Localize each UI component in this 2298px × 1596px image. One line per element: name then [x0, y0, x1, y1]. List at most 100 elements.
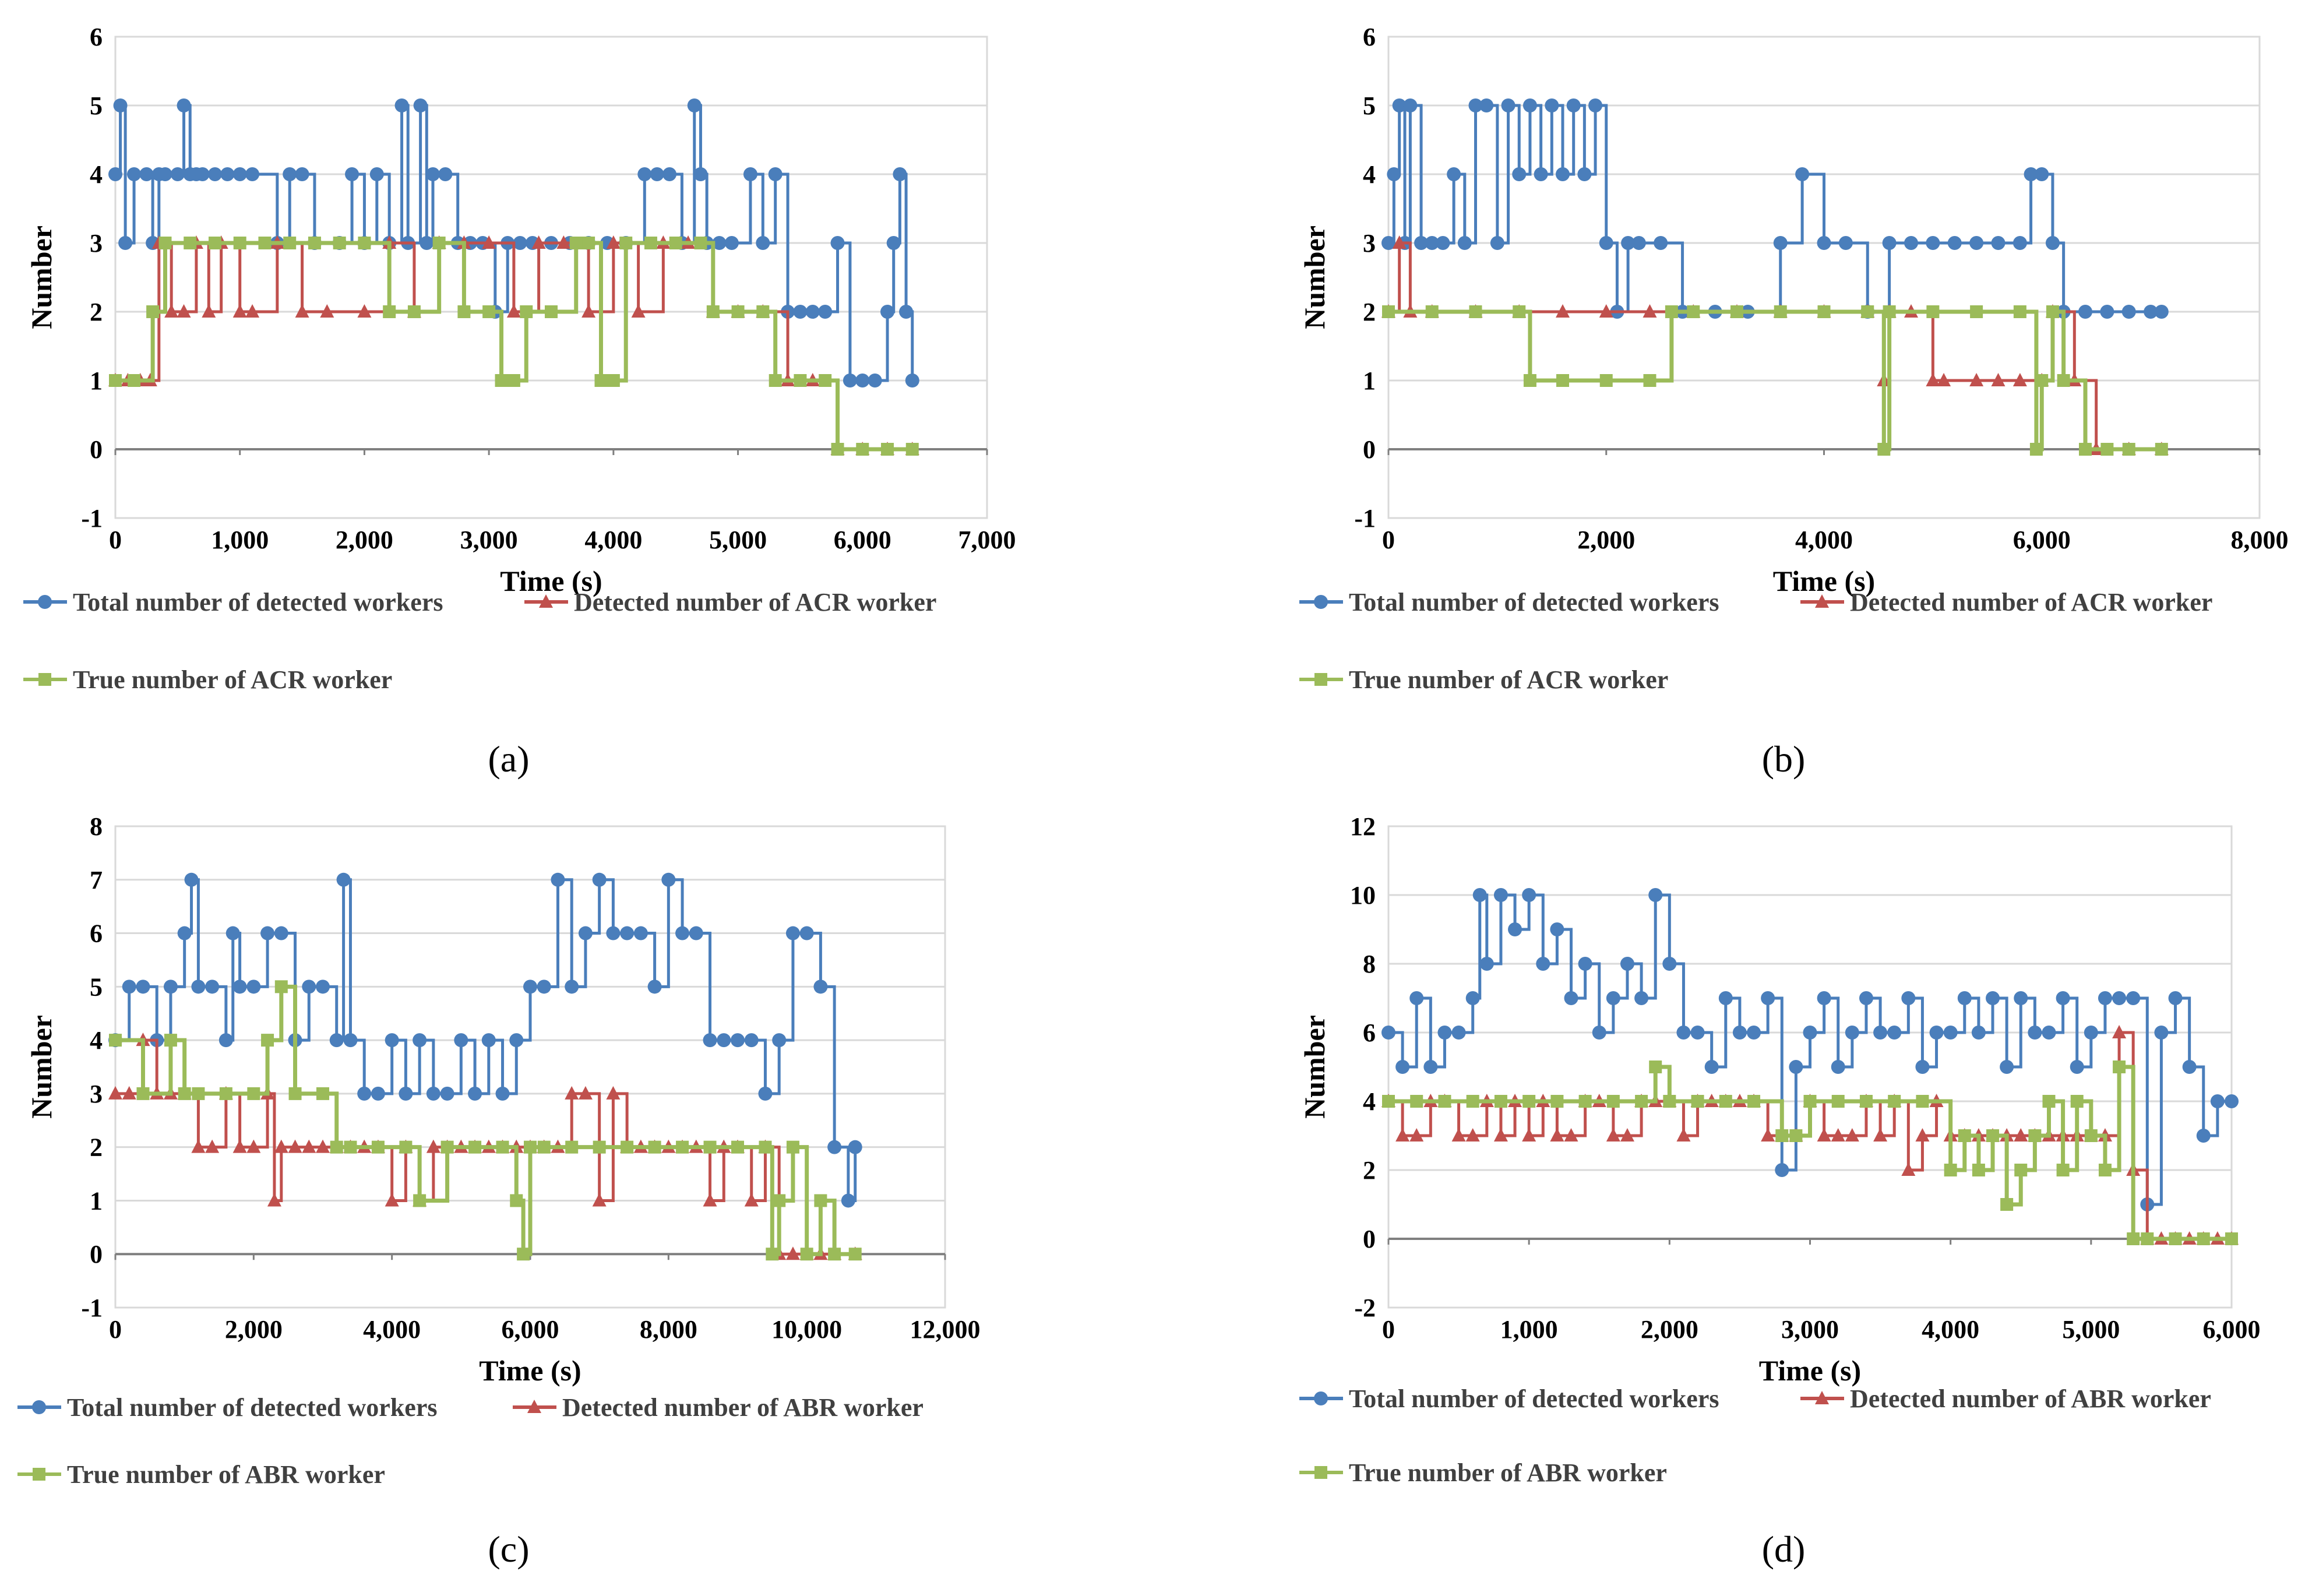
data-point [744, 1033, 759, 1048]
data-point [687, 98, 702, 112]
data-point [457, 305, 471, 318]
legend-marker [38, 673, 51, 686]
data-point [261, 1034, 274, 1047]
data-point [814, 1194, 827, 1207]
data-point [2046, 305, 2059, 318]
data-point [650, 167, 664, 181]
data-point [308, 237, 321, 249]
data-point [247, 1087, 260, 1100]
data-point [413, 1194, 427, 1207]
data-point [818, 305, 833, 319]
data-point [537, 980, 551, 994]
legend-label: True number of ACR worker [1349, 665, 1668, 694]
data-point [827, 1140, 842, 1154]
data-point [517, 1248, 530, 1261]
data-point [163, 980, 178, 994]
data-point [1730, 305, 1743, 318]
data-point [1774, 305, 1787, 318]
data-point [1838, 236, 1853, 250]
data-point [345, 167, 359, 181]
data-point [344, 1140, 357, 1154]
data-point [426, 1086, 440, 1101]
x-tick-label: 0 [1382, 1315, 1395, 1344]
data-point [413, 1033, 427, 1048]
data-point [2127, 1232, 2140, 1245]
y-tick-label: 6 [90, 919, 103, 948]
data-point [819, 374, 832, 387]
data-point [1888, 1095, 1901, 1108]
data-point [1466, 1095, 1479, 1108]
data-point [1606, 991, 1620, 1005]
data-point [1859, 991, 1873, 1005]
data-point [841, 1193, 855, 1208]
data-point [1599, 374, 1613, 387]
data-point [706, 305, 720, 318]
data-point [371, 1140, 385, 1154]
data-point [1620, 1128, 1634, 1141]
data-point [399, 1140, 413, 1154]
data-point [1943, 1026, 1958, 1040]
data-point [1803, 1095, 1817, 1108]
data-point [139, 167, 154, 181]
data-point [1566, 98, 1581, 112]
data-point [1522, 1128, 1536, 1141]
y-tick-label: -1 [1354, 504, 1376, 533]
data-point [438, 167, 453, 181]
data-point [399, 1086, 413, 1101]
data-point [1564, 1128, 1578, 1141]
data-point [773, 1194, 786, 1207]
data-point [178, 1087, 191, 1100]
data-point [843, 374, 857, 387]
legend-marker [1314, 1391, 1328, 1405]
data-point [1957, 991, 1972, 1005]
legend-label: Total number of detected workers [67, 1393, 438, 1422]
data-point [621, 1140, 634, 1154]
data-point [1599, 236, 1613, 250]
data-point [1508, 922, 1522, 936]
data-point [1877, 443, 1891, 456]
data-point [513, 236, 527, 250]
data-point [1472, 888, 1487, 902]
data-point [1915, 1128, 1930, 1141]
data-point [799, 926, 814, 940]
data-point [620, 926, 635, 940]
y-tick-label: 0 [90, 1240, 103, 1269]
data-point [1457, 236, 1472, 250]
data-point [647, 980, 662, 994]
data-point [793, 305, 808, 319]
data-point [1719, 1095, 1732, 1108]
y-tick-label: 4 [90, 1026, 103, 1055]
data-point [2098, 1164, 2112, 1176]
legend-label: True number of ABR worker [1349, 1458, 1667, 1487]
data-point [454, 1033, 468, 1048]
series-line-total [1388, 104, 2162, 313]
data-point [1831, 1060, 1845, 1074]
data-point [578, 1086, 593, 1100]
data-point [1588, 98, 1603, 112]
data-point [1991, 373, 2006, 386]
panel-label: (c) [488, 1528, 529, 1570]
x-tick-label: 3,000 [1781, 1315, 1839, 1344]
data-point [594, 374, 608, 387]
data-point [1845, 1128, 1859, 1141]
data-point [2014, 1128, 2028, 1141]
data-point [1550, 1095, 1564, 1108]
y-tick-label: 5 [90, 91, 103, 120]
data-point [1465, 991, 1480, 1005]
legend: Total number of detected workers Detected… [17, 1393, 924, 1489]
data-point [1775, 1129, 1789, 1142]
data-point [766, 1248, 779, 1261]
data-point [2182, 1060, 2197, 1074]
data-point [703, 1193, 717, 1207]
data-point [1916, 1095, 1929, 1108]
legend-marker [38, 595, 52, 609]
data-point [2155, 443, 2168, 456]
x-tick-label: 6,000 [2013, 526, 2071, 554]
y-tick-label: -2 [1354, 1294, 1376, 1322]
data-point [413, 98, 428, 112]
data-point [1991, 236, 2006, 250]
legend-marker [1815, 594, 1829, 608]
data-point [1479, 98, 1494, 112]
